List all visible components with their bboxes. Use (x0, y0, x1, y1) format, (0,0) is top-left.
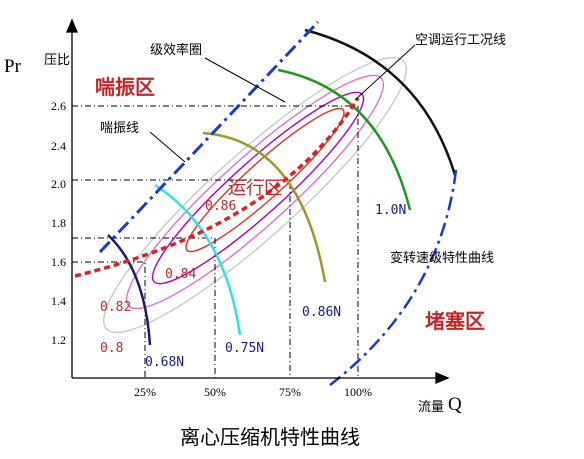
ring (185, 107, 345, 253)
x-tick-label: 100% (344, 385, 372, 399)
y-ticks: 2.6 2.4 2.0 1.8 1.6 1.4 1.2 (51, 99, 66, 347)
speed-line (202, 131, 327, 283)
pointer (354, 44, 416, 101)
efficiency-label: 0.8 (100, 341, 123, 356)
y-tick-label: 1.2 (51, 333, 66, 347)
y-tick-label: 1.4 (51, 294, 66, 308)
x-tick-label: 50% (204, 385, 226, 399)
operating-line (74, 97, 360, 278)
guide (72, 179, 291, 378)
speed-label: 0.86N (302, 305, 341, 320)
y-tick-label: 2.0 (51, 177, 66, 191)
y-tick-label: 2.6 (51, 99, 66, 113)
ring (125, 74, 385, 310)
efficiency-rings (103, 56, 407, 334)
speed-label: 0.75N (225, 341, 264, 356)
y-tick-label: 1.8 (51, 216, 66, 230)
surge-zone: 喘振区 (95, 75, 155, 99)
efficiency-label: 0.82 (100, 300, 131, 315)
x-ticks: 25% 50% 75% 100% (134, 385, 372, 399)
y-arrow (66, 18, 78, 33)
efficiency-label: 0.86 (205, 199, 236, 214)
x-symbol: Q (448, 394, 462, 415)
speed-label: 0.68N (145, 355, 184, 370)
choke-zone: 堵塞区 (425, 309, 485, 333)
ring (103, 56, 407, 334)
guides (72, 105, 359, 378)
y-name: 压比 (44, 53, 70, 68)
speed-line (304, 28, 457, 176)
ac-operating-line-label: 空调运行工况线 (415, 33, 506, 48)
title: 离心压缩机特性曲线 (180, 425, 360, 449)
x-tick-label: 25% (134, 385, 156, 399)
speed-line (277, 68, 412, 211)
variable-speed-label: 变转速级特性曲线 (390, 250, 494, 266)
speed-line (154, 183, 242, 336)
operating-zone: 运行区 (228, 178, 282, 199)
speed-label: 1.0N (375, 203, 406, 218)
speed-line (107, 234, 152, 346)
surge-line-label: 喘振线 (100, 120, 139, 136)
y-tick-label: 2.4 (51, 139, 66, 153)
efficiency-label: 0.84 (165, 267, 196, 282)
x-name: 流量 (418, 400, 444, 415)
pointer (149, 131, 186, 163)
speed-lines (107, 28, 457, 346)
axes (66, 18, 450, 384)
x-tick-label: 75% (279, 385, 301, 399)
y-symbol: Pr (4, 56, 22, 77)
ring (151, 91, 365, 285)
y-tick-label: 1.6 (51, 255, 66, 269)
choke-line (329, 169, 458, 386)
x-arrow (435, 372, 450, 384)
guide (72, 237, 216, 378)
surge-line (98, 20, 320, 254)
efficiency-rings-label: 级效率圈 (150, 42, 202, 58)
guide (72, 105, 359, 378)
pointer (204, 57, 286, 103)
